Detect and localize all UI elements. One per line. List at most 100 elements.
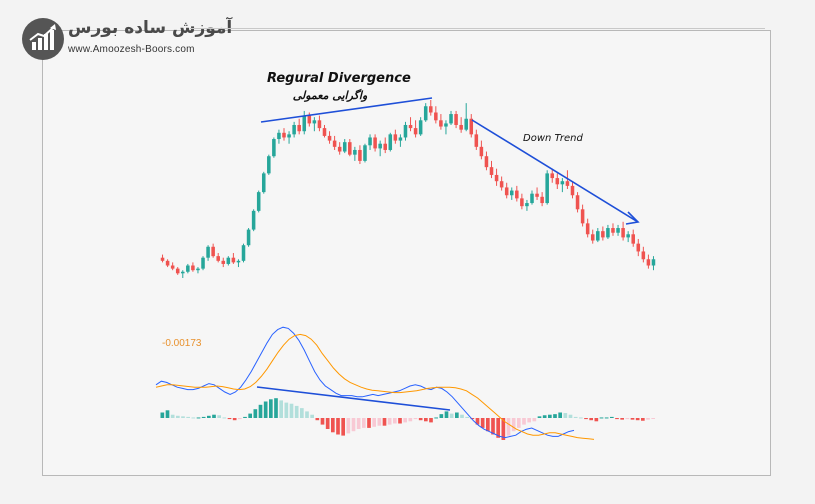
candle: [256, 190, 261, 213]
candle: [565, 170, 570, 189]
histogram-bar: [279, 400, 283, 418]
candle: [170, 262, 175, 271]
candle: [196, 267, 200, 274]
candle: [287, 131, 291, 144]
histogram-bar: [522, 418, 526, 425]
divergence-label: Regural Divergence: [267, 71, 411, 86]
histogram-bar: [196, 417, 201, 419]
histogram-bar: [274, 398, 278, 418]
candle: [181, 270, 185, 278]
histogram-bar: [222, 417, 227, 419]
candle: [509, 187, 514, 200]
histogram-bar: [491, 418, 495, 435]
histogram-bar: [511, 418, 516, 432]
histogram-bar: [372, 418, 376, 427]
candle: [261, 171, 266, 194]
candle: [378, 140, 382, 157]
histogram-bar: [346, 418, 351, 434]
candle: [201, 256, 205, 271]
histogram-bar: [413, 418, 418, 420]
candle: [555, 173, 560, 189]
candle: [231, 253, 236, 264]
histogram-bar: [429, 418, 433, 423]
candle: [575, 192, 580, 213]
candle: [611, 223, 615, 236]
candle: [434, 106, 438, 124]
histogram-bar: [542, 415, 547, 418]
candle: [241, 243, 246, 263]
histogram-bar: [604, 417, 609, 419]
candle: [651, 256, 656, 271]
histogram-bar: [506, 418, 511, 436]
histogram-bar: [393, 418, 397, 424]
histogram-bar: [501, 418, 506, 440]
candle: [186, 263, 190, 274]
histogram-bar: [300, 408, 304, 418]
histogram-bar: [537, 416, 542, 418]
candle: [175, 267, 180, 275]
candle: [393, 129, 398, 144]
histogram-bar: [548, 414, 552, 418]
candle: [206, 245, 210, 261]
histogram-bar: [160, 412, 165, 418]
histogram-bar: [170, 414, 175, 418]
histogram-bar: [253, 409, 258, 418]
candle: [550, 168, 555, 183]
candle: [469, 114, 474, 138]
histogram-bar: [269, 399, 273, 418]
candle: [641, 246, 646, 263]
histogram-bar: [377, 418, 382, 426]
candle: [499, 176, 504, 191]
candle: [282, 128, 286, 141]
candle: [251, 209, 256, 232]
histogram-bar: [496, 418, 500, 438]
histogram-bar: [517, 418, 521, 428]
histogram-bar: [444, 411, 449, 418]
histogram-bar: [599, 417, 604, 419]
histogram-bar: [424, 418, 428, 422]
candle: [368, 134, 372, 150]
trend-arrowhead: [625, 211, 640, 225]
candle: [494, 168, 499, 186]
candle: [423, 103, 428, 122]
candle: [484, 151, 489, 171]
histogram-bar: [331, 418, 335, 433]
histogram-bar: [191, 417, 196, 419]
histogram-bar: [615, 418, 619, 420]
histogram-bar: [320, 418, 325, 425]
candle: [327, 131, 332, 144]
histogram-bar: [610, 416, 614, 418]
chart-frame: [42, 30, 771, 476]
histogram-bar: [263, 401, 268, 418]
histogram-bar: [641, 418, 645, 421]
candle: [636, 238, 641, 257]
histogram-bar: [305, 411, 309, 418]
histogram-bar: [553, 414, 557, 418]
histogram-bar: [465, 416, 469, 418]
histogram-bar: [635, 418, 640, 421]
candle: [449, 110, 453, 125]
candle: [621, 221, 625, 241]
candle: [418, 117, 423, 136]
candle: [439, 114, 443, 130]
candle: [226, 256, 231, 266]
candle: [646, 254, 651, 269]
trend-label: Down Trend: [523, 133, 583, 144]
candle: [216, 253, 220, 263]
histogram-bar: [418, 418, 423, 421]
candle: [277, 129, 281, 144]
histogram-bar: [584, 418, 588, 420]
histogram-bar: [460, 414, 464, 418]
candle: [459, 117, 463, 133]
candle: [479, 140, 484, 160]
histogram-bar: [563, 413, 568, 418]
histogram-bar: [434, 417, 438, 419]
candle: [535, 187, 539, 200]
histogram-bar: [367, 418, 371, 428]
candle: [540, 192, 544, 207]
histogram-bar: [589, 418, 593, 421]
candle: [601, 226, 605, 241]
candle: [525, 199, 529, 211]
histogram-bar: [625, 418, 630, 420]
